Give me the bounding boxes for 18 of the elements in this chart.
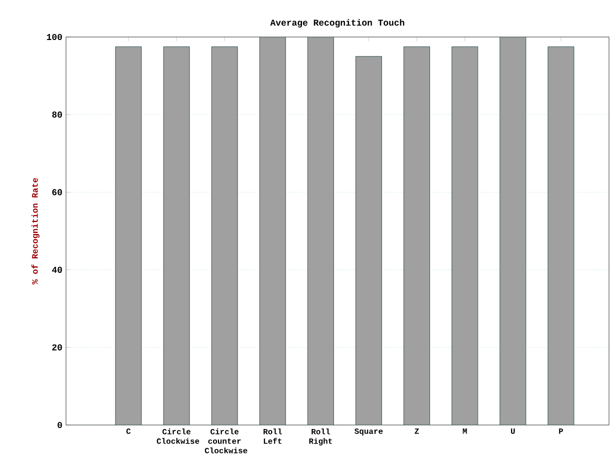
bar	[356, 56, 382, 425]
bar	[548, 46, 574, 425]
y-tick-label: 20	[52, 344, 62, 350]
y-tick-label: 40	[52, 266, 62, 273]
y-axis-title: % of Recognition Rate	[31, 178, 40, 284]
bar	[115, 46, 142, 425]
bar	[404, 46, 430, 425]
bar	[163, 46, 190, 425]
y-tick-label: 60	[52, 189, 62, 196]
y-tick-label: 0	[58, 422, 62, 428]
bar	[452, 46, 478, 425]
chart-title: Average Recognition Touch	[270, 19, 404, 28]
bar	[307, 36, 334, 425]
bar	[259, 36, 286, 425]
bar	[500, 36, 526, 425]
y-tick-label: 100	[46, 34, 62, 40]
y-tick-label: 80	[52, 112, 62, 118]
bar	[211, 46, 238, 425]
